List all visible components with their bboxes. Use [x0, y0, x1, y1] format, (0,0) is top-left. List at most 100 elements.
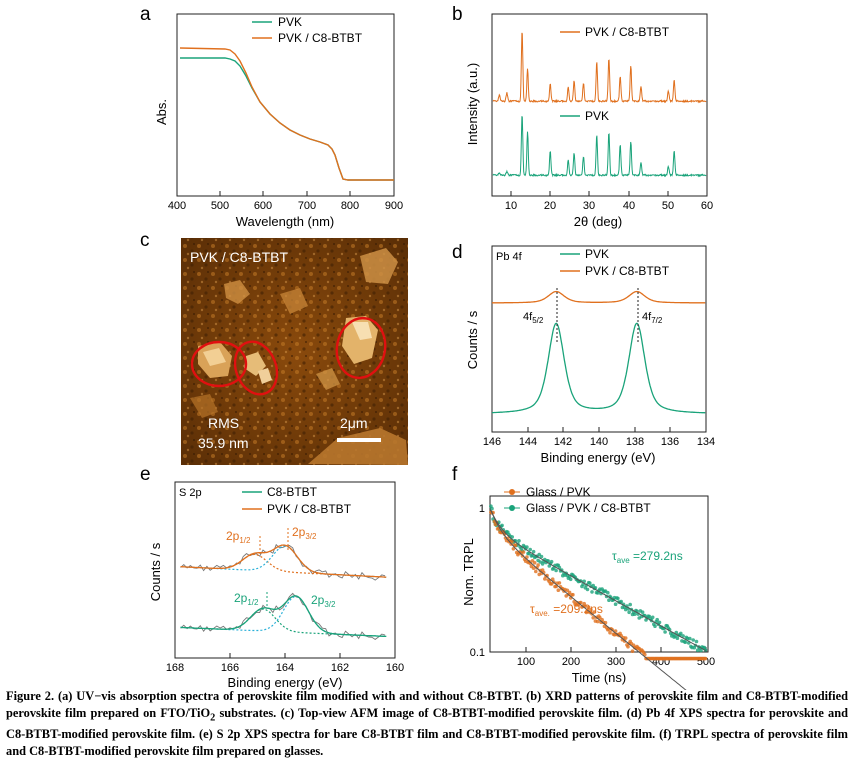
- panel-d-pb4f-xps: d Counts / s 146 144 142 140 138 136 134…: [452, 242, 715, 465]
- x-ticks: [491, 427, 707, 432]
- data-point-c8btbt: [616, 596, 620, 601]
- series-fit-peak-1: [180, 608, 387, 637]
- peak-label-4f72: 4f7/2: [642, 311, 663, 325]
- data-point-c8btbt: [554, 568, 558, 573]
- x-tick-label: 800: [341, 200, 359, 212]
- afm-title: PVK / C8-BTBT: [190, 249, 288, 265]
- panel-b-letter: b: [452, 4, 463, 25]
- series-line-c8btbt: [180, 595, 387, 638]
- series-fit-peak-1: [180, 553, 387, 578]
- x-tick-label: 162: [331, 662, 349, 674]
- data-point-c8btbt: [591, 583, 595, 588]
- data-point-pvk: [567, 590, 572, 595]
- y-tick-label: 1: [479, 503, 485, 515]
- rms-label: RMS: [208, 415, 239, 431]
- data-point-pvk: [571, 592, 575, 597]
- data-point-pvk: [608, 630, 612, 635]
- x-ticks: [174, 653, 396, 658]
- data-point-pvk: [550, 577, 555, 581]
- data-point-pvk: [511, 547, 516, 551]
- data-point-c8btbt: [619, 599, 623, 604]
- data-point-pvk: [703, 656, 708, 661]
- caption-part-e: (e) S 2p XPS spectra for bare C8-BTBT fi…: [199, 727, 656, 742]
- data-point-pvk: [623, 636, 628, 640]
- caption-part-b: (b) XRD patterns of perovskite film and …: [6, 689, 848, 724]
- data-point-c8btbt: [653, 624, 657, 628]
- data-point-pvk: [595, 619, 600, 624]
- data-point-c8btbt: [500, 523, 504, 528]
- series-raw-pvk-c8btbt: [180, 543, 386, 581]
- y-axis-label: Intensity (a.u.): [465, 63, 480, 145]
- data-point-c8btbt: [531, 549, 536, 554]
- caption-part-a: (a) UV−vis absorption spectra of perovsk…: [57, 689, 523, 703]
- x-tick-label: 40: [623, 200, 635, 212]
- x-tick-label: 20: [544, 200, 556, 212]
- data-point-c8btbt: [657, 620, 662, 625]
- series-fit-peak-2: [180, 545, 387, 578]
- panel-e-letter: e: [140, 464, 151, 485]
- data-point-c8btbt: [628, 602, 632, 607]
- peak-label-2p12-bot: 2p1/2: [234, 591, 259, 607]
- data-point-c8btbt: [606, 590, 610, 595]
- x-axis-label: Binding energy (eV): [541, 450, 656, 465]
- x-tick-label: 160: [386, 662, 404, 674]
- data-point-pvk: [534, 569, 538, 574]
- x-tick-label: 136: [661, 436, 679, 448]
- data-point-pvk: [565, 588, 570, 593]
- x-axis-label: Time (ns): [572, 670, 626, 685]
- legend-label: PVK: [585, 247, 609, 261]
- data-point-pvk: [521, 550, 526, 554]
- y-axis-label: Nom. TRPL: [461, 538, 476, 606]
- data-point-c8btbt: [490, 506, 494, 511]
- plot-frame: [176, 13, 395, 197]
- data-point-pvk: [536, 563, 540, 567]
- panel-d-letter: d: [452, 242, 463, 263]
- tau-label-pvk: τave. =209.2ns: [530, 602, 603, 618]
- caption-part-f: (f) TRPL spectra of perovskite film and …: [6, 727, 849, 759]
- data-point-c8btbt: [663, 630, 667, 634]
- data-point-pvk: [543, 577, 547, 581]
- data-point-pvk: [582, 601, 586, 606]
- x-tick-label: 144: [519, 436, 537, 448]
- panel-c-afm: c: [140, 228, 420, 468]
- data-point-c8btbt: [607, 598, 611, 602]
- data-point-c8btbt: [694, 639, 699, 644]
- x-tick-label: 30: [583, 200, 595, 212]
- caption-part-c: (c) Top-view AFM image of C8-BTBT-modifi…: [280, 706, 623, 720]
- series-line-pvk-c8btbt: [492, 290, 706, 304]
- series-line-pvk-c8btbt: [492, 32, 707, 104]
- data-point-pvk: [557, 581, 562, 585]
- y-axis-label: Abs.: [154, 99, 169, 125]
- x-axis-label: 2θ (deg): [574, 214, 622, 229]
- legend-label: PVK: [585, 109, 609, 123]
- inset-label: Pb 4f: [496, 251, 523, 263]
- data-point-c8btbt: [640, 610, 645, 614]
- legend-label: PVK: [278, 15, 302, 29]
- x-tick-label: 138: [626, 436, 644, 448]
- caption-figure-number: Figure 2.: [6, 689, 55, 703]
- peak-label-2p12-top: 2p1/2: [226, 529, 251, 545]
- x-tick-label: 134: [697, 436, 715, 448]
- peak-label-4f52: 4f5/2: [523, 311, 544, 325]
- fit-line-pvk: [490, 510, 687, 690]
- data-point-c8btbt: [688, 636, 692, 641]
- afm-figure: c: [140, 230, 408, 465]
- series-line-pvk-c8btbt: [180, 544, 387, 578]
- x-tick-label: 500: [211, 200, 229, 212]
- series-line-pvk: [492, 322, 706, 414]
- x-tick-label: 142: [554, 436, 572, 448]
- caption-part-d: (d) Pb 4f XPS spectra for perovskite and…: [6, 706, 848, 742]
- data-point-c8btbt: [675, 636, 680, 640]
- plot-frame: [491, 13, 708, 197]
- data-point-pvk: [556, 588, 561, 592]
- data-point-c8btbt: [679, 631, 683, 636]
- data-point-c8btbt: [585, 587, 590, 592]
- x-tick-label: 900: [385, 200, 403, 212]
- x-tick-label: 200: [562, 656, 580, 668]
- x-tick-label: 600: [254, 200, 272, 212]
- x-tick-label: 146: [483, 436, 501, 448]
- data-point-pvk: [589, 608, 593, 612]
- inset-label: S 2p: [179, 487, 202, 499]
- data-point-c8btbt: [699, 648, 703, 653]
- x-tick-label: 300: [607, 656, 625, 668]
